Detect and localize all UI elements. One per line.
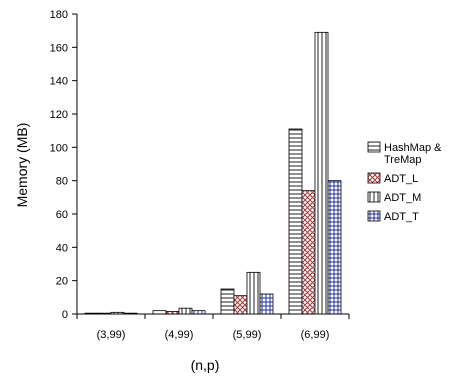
bar-vertical-lines <box>314 31 329 315</box>
y-tick-label: 140 <box>50 76 68 88</box>
legend-swatch <box>367 191 381 203</box>
y-axis: 0 20 40 60 80 100 120 140 160 180 <box>50 9 78 321</box>
bar-horizontal-lines <box>288 128 303 315</box>
bar-crosshatch-red <box>301 190 316 315</box>
bar-vertical-lines <box>246 271 261 315</box>
bar-crosshatch-red <box>233 295 248 315</box>
bar-horizontal-lines <box>84 312 99 315</box>
legend-label: HashMap & <box>384 142 442 154</box>
x-tick-label: (3,99) <box>97 329 126 341</box>
bar-crosshatch-red <box>165 311 180 315</box>
x-axis-title: (n,p) <box>191 357 220 373</box>
legend-label: ADT_L <box>384 173 418 185</box>
legend-label: ADT_T <box>384 211 419 223</box>
y-axis-title: Memory (MB) <box>14 123 30 208</box>
bar-vertical-lines <box>110 311 125 315</box>
bar-horizontal-lines <box>220 288 235 315</box>
y-tick-label: 100 <box>50 142 68 154</box>
x-axis: (3,99) (4,99) (5,99) (6,99) <box>76 313 350 341</box>
legend: HashMap &TreMap ADT_L ADT_M ADT_T <box>367 141 442 223</box>
y-tick-label: 180 <box>50 9 68 21</box>
legend-swatch <box>367 141 381 153</box>
y-tick-label: 80 <box>56 176 68 188</box>
bar-grid-blue <box>191 310 206 315</box>
legend-label: TreMap <box>384 154 422 166</box>
bar-grid-blue <box>123 312 138 315</box>
y-tick-label: 0 <box>62 309 68 321</box>
y-tick-label: 40 <box>56 242 68 254</box>
y-tick-label: 60 <box>56 209 68 221</box>
y-tick-label: 160 <box>50 42 68 54</box>
bar-grid-blue <box>259 293 274 315</box>
x-tick-label: (4,99) <box>165 329 194 341</box>
legend-swatch <box>367 210 381 222</box>
bar-vertical-lines <box>178 307 193 315</box>
bar-horizontal-lines <box>152 310 167 315</box>
bar-crosshatch-red <box>97 312 112 315</box>
legend-swatch <box>367 172 381 184</box>
x-tick-label: (5,99) <box>233 329 262 341</box>
x-tick-label: (6,99) <box>301 329 330 341</box>
bars-layer <box>84 31 342 315</box>
y-tick-label: 20 <box>56 276 68 288</box>
legend-label: ADT_M <box>384 192 421 204</box>
y-tick-label: 120 <box>50 109 68 121</box>
bar-grid-blue <box>327 180 342 315</box>
